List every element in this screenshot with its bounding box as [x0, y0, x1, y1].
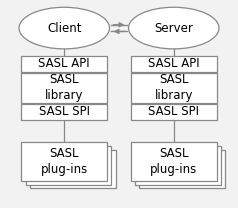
Text: SASL
library: SASL library: [154, 73, 193, 102]
Bar: [131, 56, 217, 72]
Text: SASL
plug-ins: SASL plug-ins: [41, 147, 88, 176]
Text: SASL API: SASL API: [39, 57, 90, 71]
Text: SASL SPI: SASL SPI: [148, 105, 199, 118]
Bar: [21, 104, 107, 120]
Bar: [21, 56, 107, 72]
Text: SASL
plug-ins: SASL plug-ins: [150, 147, 197, 176]
Bar: [135, 146, 221, 185]
Text: SASL API: SASL API: [148, 57, 199, 71]
Bar: [131, 73, 217, 103]
Bar: [30, 150, 116, 188]
Ellipse shape: [19, 7, 109, 49]
Text: Client: Client: [47, 22, 81, 35]
Ellipse shape: [129, 7, 219, 49]
Bar: [131, 104, 217, 120]
Bar: [131, 142, 217, 181]
Text: Server: Server: [154, 22, 193, 35]
Bar: [139, 150, 225, 188]
Bar: [21, 73, 107, 103]
Text: SASL
library: SASL library: [45, 73, 84, 102]
Bar: [21, 142, 107, 181]
Text: SASL SPI: SASL SPI: [39, 105, 90, 118]
Bar: [26, 146, 111, 185]
